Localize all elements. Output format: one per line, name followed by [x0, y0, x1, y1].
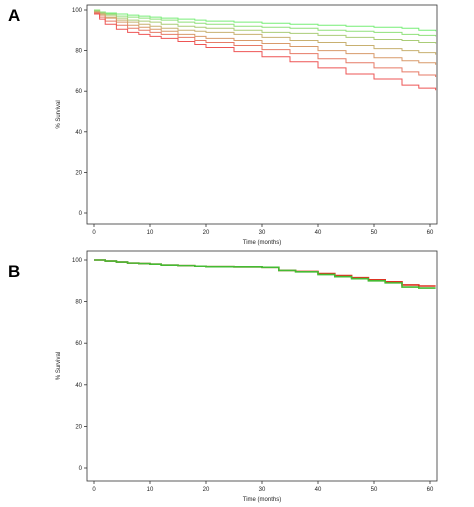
chart-a-series-6-line	[94, 13, 437, 91]
chart-b-ytick-label: 20	[75, 424, 82, 430]
chart-a-xtick-label: 10	[147, 230, 154, 236]
chart-b-xtick-label: 30	[259, 487, 266, 493]
chart-b-xtick-label: 60	[427, 487, 434, 493]
chart-a-ytick-label: 0	[79, 211, 83, 217]
chart-a-xtick-label: 0	[92, 230, 96, 236]
chart-b-ytick-label: 0	[79, 466, 83, 472]
chart-a-xtick-label: 30	[259, 230, 266, 236]
chart-a-series-1-line	[94, 9, 437, 37]
chart-b-series-1-line	[94, 259, 436, 289]
panel-a-letter: A	[8, 6, 21, 25]
chart-b-xlabel: Time (months)	[243, 497, 281, 503]
chart-b-xtick-label: 10	[147, 487, 154, 493]
chart-b-ytick-label: 80	[75, 300, 82, 306]
chart-a-xtick-label: 20	[203, 230, 210, 236]
chart-a-ylabel: % Survival	[56, 100, 62, 128]
chart-b-xtick-label: 0	[92, 487, 96, 493]
chart-a-series-2-line	[94, 10, 437, 44]
chart-a-ytick-label: 40	[75, 130, 82, 136]
chart-a-ytick-label: 80	[75, 49, 82, 55]
chart-a-xlabel: Time (months)	[243, 240, 281, 246]
chart-a-xtick-label: 40	[315, 230, 322, 236]
chart-a-xtick-label: 60	[427, 230, 434, 236]
chart-a-series-3-line	[94, 11, 437, 55]
chart-b-xtick-label: 50	[371, 487, 378, 493]
chart-a-ytick-label: 60	[75, 89, 82, 95]
chart-a-series-5-line	[94, 12, 437, 77]
chart-a-ytick-label: 20	[75, 170, 82, 176]
chart-b-ylabel: % Survival	[56, 352, 62, 380]
chart-b-ytick-label: 100	[72, 258, 83, 264]
panel-b-letter: B	[8, 262, 21, 281]
chart-b-xtick-label: 40	[315, 487, 322, 493]
chart-b-xtick-label: 20	[203, 487, 210, 493]
chart-b-ytick-label: 40	[75, 383, 82, 389]
chart-a-xtick-label: 50	[371, 230, 378, 236]
chart-a-series-4-line	[94, 11, 437, 65]
chart-a-ytick-label: 100	[72, 8, 83, 14]
chart-a-series-0-line	[94, 9, 437, 32]
chart-b-frame	[86, 250, 438, 482]
chart-b-ytick-label: 60	[75, 341, 82, 347]
